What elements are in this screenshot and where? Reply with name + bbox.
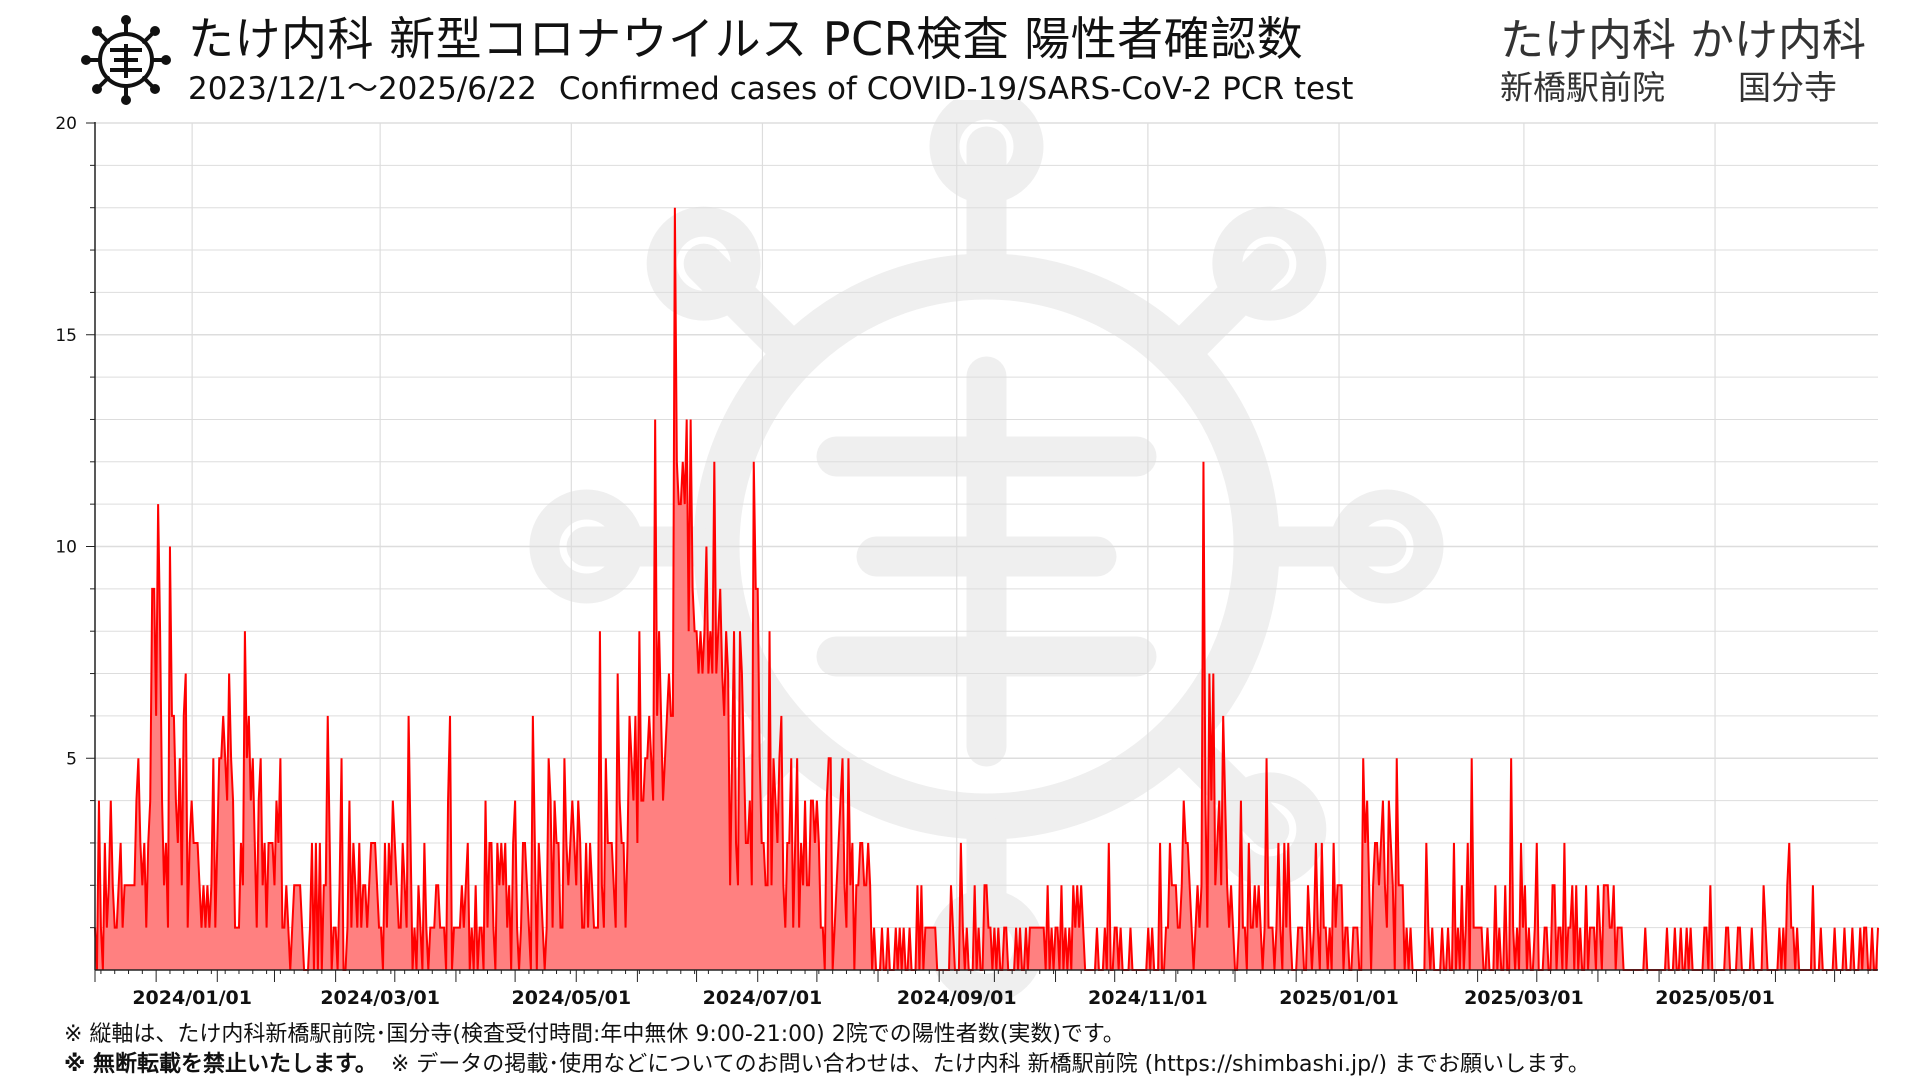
virus-logo-icon (81, 15, 171, 105)
y-tick-label: 15 (55, 326, 77, 346)
x-tick-label: 2024/01/01 (132, 987, 252, 1009)
clinic-location-kokubunji: 国分寺 (1738, 68, 1837, 107)
clinic-names: たけ内科 かけ内科 (1500, 15, 1866, 66)
x-tick-label: 2024/05/01 (511, 987, 631, 1009)
clinic-locations: 新橋駅前院 国分寺 (1500, 68, 1837, 108)
chart-footer: ※ 縦軸は、たけ内科新橋駅前院･国分寺(検査受付時間:年中無休 9:00-21:… (64, 1020, 1914, 1080)
x-tick-label: 2024/07/01 (703, 987, 823, 1009)
y-tick-label: 10 (55, 538, 77, 558)
major-gridlines (95, 122, 1878, 970)
watermark-spike-tip (1212, 772, 1327, 887)
x-tick-label: 2025/05/01 (1655, 987, 1775, 1009)
x-tick-label: 2024/09/01 (897, 987, 1017, 1009)
x-tick-label: 2025/03/01 (1464, 987, 1584, 1009)
chart-title: たけ内科 新型コロナウイルス PCR検査 陽性者確認数 (188, 12, 1304, 66)
x-axis-ticks: 2024/01/01 2024/03/01 2024/05/01 2024/07/01… (94, 970, 1869, 1009)
cases-line (94, 207, 1879, 971)
x-tick-label: 2024/11/01 (1088, 987, 1208, 1009)
subtitle-dates: 2023/12/1～2025/6/22 (188, 71, 537, 107)
clinic-location-shimbashi: 新橋駅前院 (1500, 68, 1665, 107)
x-tick-label: 2024/03/01 (320, 987, 440, 1009)
chart-subtitle: 2023/12/1～2025/6/22 Confirmed cases of CO… (188, 70, 1353, 108)
cases-area-fill (95, 207, 1878, 970)
watermark-spike-tip (929, 100, 1044, 204)
footer-note-vertical-axis: ※ 縦軸は、たけ内科新橋駅前院･国分寺(検査受付時間:年中無休 9:00-21:… (64, 1022, 1125, 1047)
footer-note-copyright: ※ 無断転載を禁止いたします。 ※ データの掲載･使用などについてのお問い合わせ… (64, 1050, 1914, 1080)
chart-header: たけ内科 新型コロナウイルス PCR検査 陽性者確認数 2023/12/1～20… (0, 0, 1920, 110)
x-tick-label: 2025/01/01 (1279, 987, 1399, 1009)
footer-no-reprint: ※ 無断転載を禁止いたします。 (64, 1052, 377, 1077)
watermark-spike-tip (1212, 206, 1327, 321)
y-axis-ticks: 5 10 15 20 (55, 114, 77, 769)
watermark-spike-tip (646, 206, 761, 321)
footer-contact: ※ データの掲載･使用などについてのお問い合わせは、たけ内科 新橋駅前院 (ht… (390, 1052, 1590, 1077)
axes (86, 122, 1878, 971)
y-tick-label: 5 (66, 749, 77, 769)
y-tick-label: 20 (55, 114, 77, 134)
